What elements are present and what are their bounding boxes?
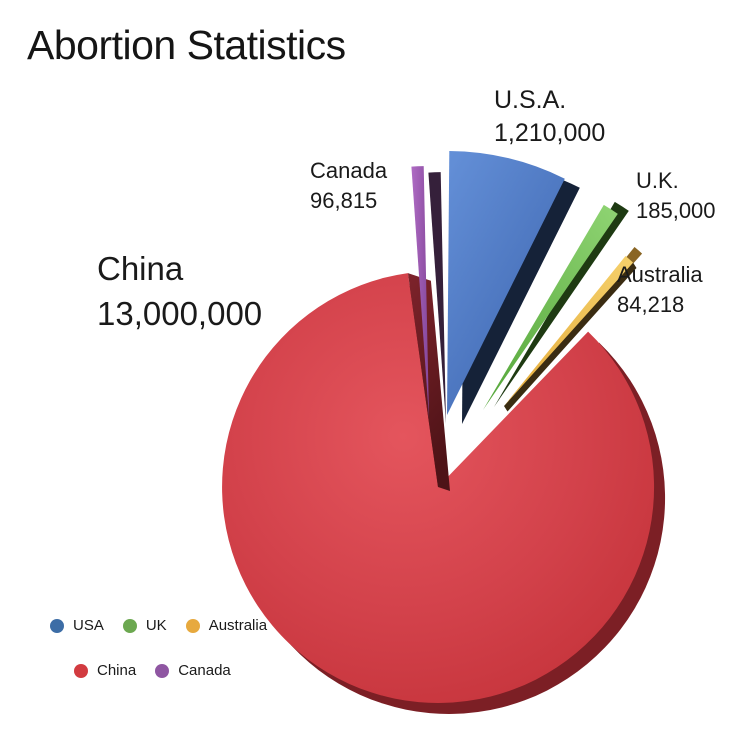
uk-swatch-icon — [122, 618, 137, 633]
uk-label: U.K. — [636, 168, 679, 193]
uk-callout: U.K. 185,000 — [636, 166, 716, 226]
australia-label: Australia — [617, 262, 703, 287]
legend-item-uk: UK — [122, 617, 167, 634]
canada-slice — [411, 166, 429, 418]
legend-label-usa: USA — [73, 617, 104, 634]
chart-title: Abortion Statistics — [27, 22, 346, 68]
canada-value: 96,815 — [310, 188, 378, 213]
australia-slice — [504, 256, 634, 406]
australia-slice-group — [504, 247, 643, 412]
legend-row-1: USA UK Australia — [50, 617, 267, 634]
legend-item-australia: Australia — [185, 617, 268, 634]
legend-row-2: China Canada — [74, 662, 231, 679]
legend-label-uk: UK — [145, 617, 167, 634]
australia-swatch-icon — [185, 618, 200, 633]
legend-label-australia: Australia — [208, 617, 268, 634]
china-slice — [222, 273, 655, 703]
legend-item-canada: Canada — [155, 662, 231, 679]
china-value: 13,000,000 — [97, 295, 263, 332]
legend-item-china: China — [74, 662, 136, 679]
uk-slice-group — [483, 201, 629, 410]
usa-label: U.S.A. — [494, 86, 567, 114]
legend-label-canada: Canada — [178, 662, 231, 679]
canada-label: Canada — [310, 158, 388, 183]
uk-value: 185,000 — [636, 198, 716, 223]
china-callout: China 13,000,000 — [97, 246, 262, 336]
china-swatch-icon — [74, 663, 88, 678]
china-notch-wall — [407, 273, 450, 491]
uk-slice-side — [494, 201, 629, 407]
australia-slice-side-bottom — [504, 262, 637, 412]
china-label: China — [97, 250, 184, 287]
canada-slice-group — [411, 166, 446, 424]
canada-swatch-icon — [155, 663, 170, 678]
canada-callout: Canada 96,815 — [310, 156, 387, 216]
australia-value: 84,218 — [617, 292, 685, 317]
usa-swatch-icon — [50, 618, 64, 633]
australia-callout: Australia 84,218 — [617, 260, 703, 320]
usa-value: 1,210,000 — [494, 119, 606, 147]
legend-item-usa: USA — [50, 617, 104, 634]
usa-slice-group — [447, 151, 580, 424]
canada-slice-side — [428, 172, 446, 424]
legend-label-china: China — [97, 662, 137, 679]
uk-slice — [483, 204, 618, 410]
usa-callout: U.S.A. 1,210,000 — [494, 84, 605, 150]
usa-slice — [447, 151, 565, 415]
china-slice-group — [222, 273, 666, 714]
